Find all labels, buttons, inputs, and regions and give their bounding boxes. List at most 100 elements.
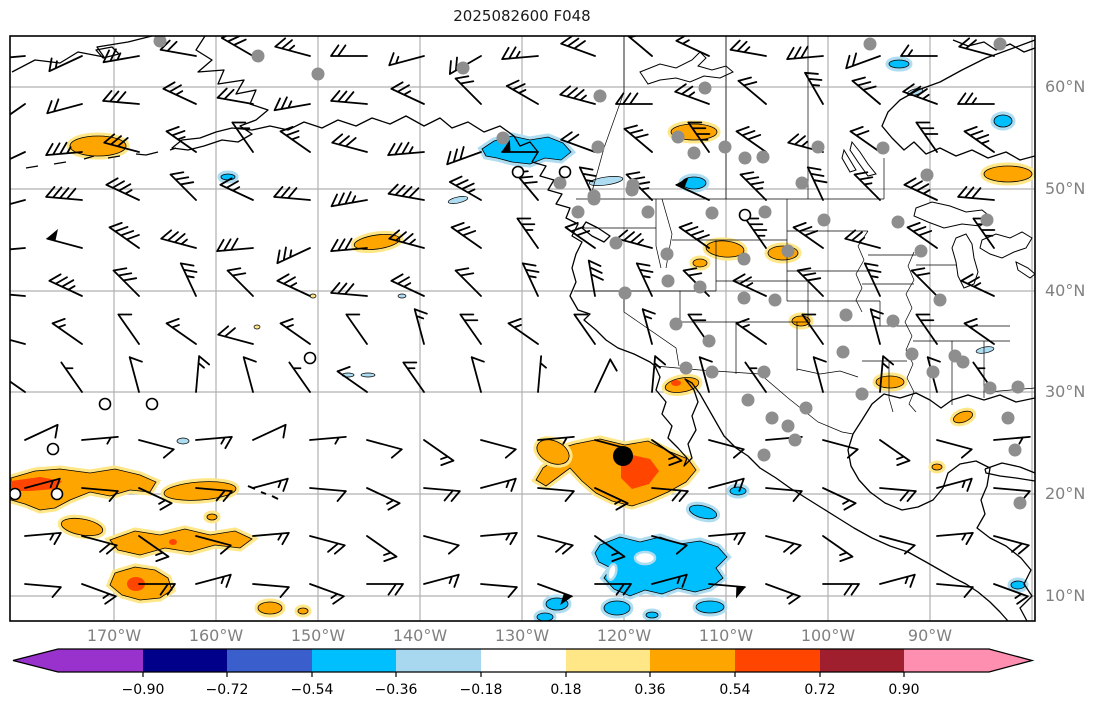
wind-barb-staff [936, 477, 973, 492]
wind-barb [651, 573, 688, 588]
coastline-path [171, 36, 1009, 621]
wind-barb-staff [744, 361, 767, 393]
station-dot [980, 213, 994, 227]
wind-barb-staff [915, 121, 939, 153]
calm-circle [10, 487, 22, 501]
wind-barb [480, 477, 517, 492]
lake-outline [1015, 261, 1035, 279]
wind-barb [963, 318, 995, 345]
wind-barb [594, 358, 618, 393]
wind-barb [960, 273, 995, 297]
wind-barb [345, 313, 368, 345]
station-dot [705, 206, 719, 220]
anomaly-core [671, 380, 681, 386]
wind-barb-staff [960, 273, 995, 297]
wind-barb [252, 583, 290, 598]
wind-barb-staff [366, 487, 401, 511]
wind-barb-staff [81, 583, 117, 605]
wind-barb-staff [963, 126, 995, 153]
wind-barb [651, 535, 688, 555]
wind-barb-staff [993, 435, 1031, 445]
wind-barb [217, 325, 254, 345]
station-dot [781, 244, 795, 258]
wind-barb-pennant [735, 585, 746, 599]
wind-barb-staff [564, 222, 596, 249]
wind-barb-staff [423, 487, 461, 502]
wind-barb [675, 177, 710, 201]
wind-barb [366, 439, 403, 459]
negative-anomaly-region [536, 612, 554, 621]
positive-anomaly-region [983, 165, 1033, 183]
wind-barb-staff [902, 83, 938, 105]
wind-barb [330, 90, 368, 105]
wind-barb-staff [24, 531, 62, 546]
wind-barb [910, 267, 938, 297]
wind-barb-staff [387, 183, 425, 201]
lon-tick-label: 140°W [393, 626, 448, 645]
anomaly-core [169, 539, 177, 545]
wind-barb-staff [623, 124, 653, 153]
wind-barb-staff [560, 36, 596, 57]
wind-barb [739, 171, 767, 201]
wind-barb [60, 361, 83, 393]
wind-barb-staff [615, 92, 653, 105]
wind-barb [138, 535, 170, 562]
wind-barb [81, 487, 119, 502]
wind-barb-staff [708, 531, 746, 546]
wind-barb-pennant [560, 592, 573, 606]
wind-barb [216, 237, 254, 253]
wind-barb [390, 81, 425, 105]
wind-barb [102, 90, 140, 105]
wind-barb [559, 85, 596, 105]
wind-barb-staff [594, 535, 626, 562]
wind-barb-staff [879, 355, 894, 393]
wind-barb [853, 171, 881, 201]
wind-barb [470, 356, 485, 393]
station-dot [855, 387, 869, 401]
wind-barb-staff [765, 583, 801, 605]
station-dot [496, 131, 510, 145]
wind-barb-staff [388, 229, 425, 249]
wind-barb-staff [796, 267, 824, 297]
wind-barb [366, 583, 404, 596]
wind-barb-staff [594, 487, 629, 511]
negative-anomaly-region [645, 611, 659, 619]
wind-barb [626, 36, 653, 57]
station-dot [993, 37, 1007, 51]
wind-barb-staff [678, 222, 710, 249]
wind-barb [729, 39, 767, 57]
calm-circle [145, 397, 159, 411]
anomaly-hole [633, 550, 657, 566]
coastline-path [25, 147, 177, 169]
wind-barb-staff [179, 262, 198, 297]
wind-barb-staff [537, 487, 575, 502]
wind-barb [516, 217, 539, 249]
wind-barb-staff [195, 535, 232, 555]
station-dot [1011, 380, 1025, 394]
wind-barb [195, 435, 233, 450]
colorbar-tick-label: −0.54 [291, 682, 334, 698]
lon-tick-label: 160°W [189, 626, 244, 645]
wind-barb-staff [651, 439, 683, 466]
wind-barb-staff [480, 531, 518, 546]
station-dot [661, 274, 675, 288]
wind-barb [963, 126, 995, 153]
wind-barb [708, 439, 745, 459]
wind-barb [792, 222, 824, 249]
wind-barb [24, 423, 59, 441]
colorbar-tick-label: 0.18 [550, 682, 581, 698]
station-dot [811, 140, 825, 154]
wind-barb-staff [423, 535, 460, 555]
wind-barb-staff [687, 121, 711, 153]
wind-barb [366, 487, 401, 511]
wind-barb-staff [24, 583, 62, 598]
wind-barb-staff [822, 535, 854, 562]
station-dot [839, 308, 853, 322]
figure-title: 2025082600 F048 [453, 7, 590, 25]
border-path [655, 245, 662, 269]
wind-barb [331, 133, 368, 153]
negative-anomaly-region [688, 504, 718, 520]
wind-barb-staff [330, 237, 368, 253]
wind-barb [732, 273, 767, 297]
wind-barb [915, 121, 939, 153]
